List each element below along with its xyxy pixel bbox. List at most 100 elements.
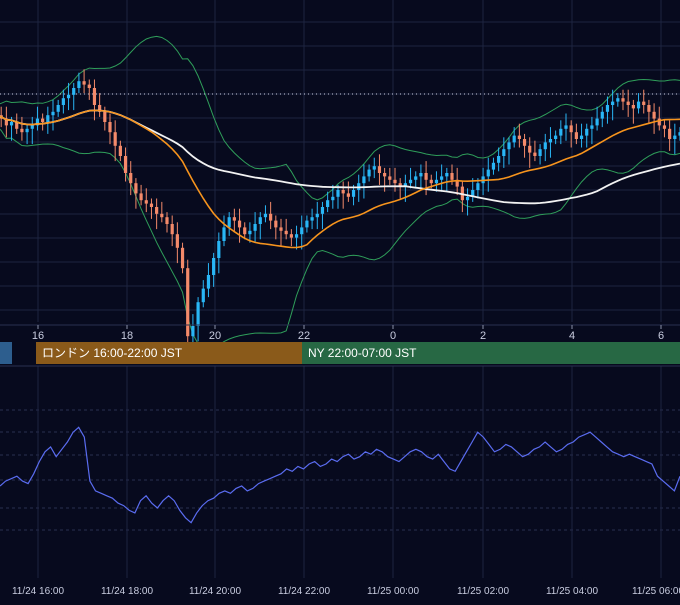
candle-body bbox=[398, 183, 402, 187]
london-session-bar: ロンドン 16:00-22:00 JST bbox=[36, 342, 302, 364]
candle-body bbox=[118, 145, 122, 156]
osc-x-tick-label: 11/24 18:00 bbox=[101, 586, 154, 597]
candle-body bbox=[605, 105, 610, 112]
candle-body bbox=[9, 122, 14, 126]
candle-body bbox=[227, 217, 231, 228]
candle-body bbox=[222, 227, 226, 241]
candle-body bbox=[341, 190, 345, 194]
candle-body bbox=[657, 118, 661, 126]
candle-body bbox=[206, 275, 211, 289]
candle-body bbox=[569, 125, 573, 133]
price-x-tick-label: 20 bbox=[209, 330, 221, 342]
long-moving-average bbox=[0, 109, 680, 205]
candle-body bbox=[212, 258, 216, 275]
candle-body bbox=[662, 125, 667, 129]
candle-body bbox=[279, 227, 283, 231]
candle-body bbox=[77, 81, 81, 88]
price-x-tick-label: 18 bbox=[121, 330, 133, 342]
price-x-tick-label: 6 bbox=[658, 330, 664, 342]
ny-session-bar: NY 22:00-07:00 JST bbox=[302, 342, 680, 364]
candle-body bbox=[269, 213, 273, 221]
osc-x-tick-label: 11/25 02:00 bbox=[457, 586, 510, 597]
candle-body bbox=[232, 217, 236, 221]
price-x-tick-label: 2 bbox=[480, 330, 486, 342]
candle-body bbox=[595, 118, 599, 126]
short-moving-average bbox=[0, 109, 680, 249]
candle-body bbox=[377, 166, 382, 173]
candle-body bbox=[471, 190, 475, 197]
candle-body bbox=[243, 227, 247, 235]
candle-body bbox=[372, 166, 376, 170]
candle-body bbox=[113, 132, 117, 146]
candle-body bbox=[66, 94, 71, 99]
tokyo-session-bar bbox=[0, 342, 12, 364]
candle-body bbox=[30, 125, 34, 129]
candle-body bbox=[367, 169, 371, 177]
candle-body bbox=[61, 98, 65, 105]
candle-body bbox=[476, 183, 480, 190]
candle-body bbox=[134, 183, 138, 194]
price-x-tick-label: 22 bbox=[298, 330, 310, 342]
candle-body bbox=[346, 193, 350, 197]
candle-body bbox=[434, 179, 439, 184]
candle-body bbox=[310, 217, 314, 221]
candle-body bbox=[144, 200, 148, 204]
candle-body bbox=[408, 179, 413, 184]
candle-body bbox=[170, 224, 174, 235]
oscillator-layer bbox=[0, 426, 680, 524]
candle-body bbox=[383, 173, 387, 177]
candle-body bbox=[491, 162, 496, 170]
candle-body bbox=[543, 142, 547, 150]
candle-body bbox=[25, 128, 29, 133]
candle-body bbox=[673, 135, 677, 139]
candle-body bbox=[486, 169, 490, 177]
candle-body bbox=[414, 176, 418, 180]
osc-x-tick-label: 11/25 00:00 bbox=[367, 586, 420, 597]
candle-body bbox=[538, 149, 542, 156]
price-x-tick-label: 16 bbox=[32, 330, 44, 342]
moving-average-layer bbox=[0, 109, 680, 249]
candle-body bbox=[336, 190, 340, 197]
candle-body bbox=[129, 173, 133, 184]
candle-body bbox=[424, 173, 428, 180]
price-x-tick-label: 4 bbox=[569, 330, 575, 342]
candle-body bbox=[507, 142, 511, 150]
candle-body bbox=[72, 88, 76, 95]
candle-body bbox=[191, 326, 195, 337]
candle-body bbox=[56, 105, 60, 112]
candle-body bbox=[98, 105, 102, 112]
candle-body bbox=[320, 207, 325, 214]
candle-body bbox=[248, 230, 252, 235]
candle-body bbox=[548, 139, 553, 143]
candle-body bbox=[450, 173, 454, 180]
candle-body bbox=[284, 230, 288, 235]
candle-body bbox=[362, 176, 366, 184]
candle-body bbox=[429, 179, 433, 184]
candle-body bbox=[631, 105, 635, 109]
candle-body bbox=[123, 156, 128, 173]
candle-body bbox=[331, 196, 335, 201]
candle-body bbox=[294, 234, 299, 238]
candle-body bbox=[237, 220, 242, 228]
candle-body bbox=[149, 203, 154, 207]
candle-body bbox=[533, 152, 537, 156]
candle-body bbox=[611, 101, 615, 105]
candle-body bbox=[315, 213, 319, 218]
candle-body bbox=[590, 125, 594, 129]
candle-body bbox=[554, 135, 558, 139]
candle-body bbox=[35, 118, 40, 126]
candle-body bbox=[201, 288, 205, 303]
candle-body bbox=[600, 111, 604, 119]
candle-body bbox=[87, 84, 91, 88]
candle-body bbox=[559, 128, 563, 136]
candle-body bbox=[512, 135, 516, 143]
candle-body bbox=[440, 176, 444, 180]
candle-body bbox=[497, 156, 501, 163]
candle-body bbox=[647, 105, 651, 112]
candle-body bbox=[82, 81, 86, 85]
candle-body bbox=[652, 111, 656, 119]
grid-layer bbox=[0, 0, 680, 578]
candle-body bbox=[263, 213, 268, 218]
candle-body bbox=[393, 179, 397, 184]
